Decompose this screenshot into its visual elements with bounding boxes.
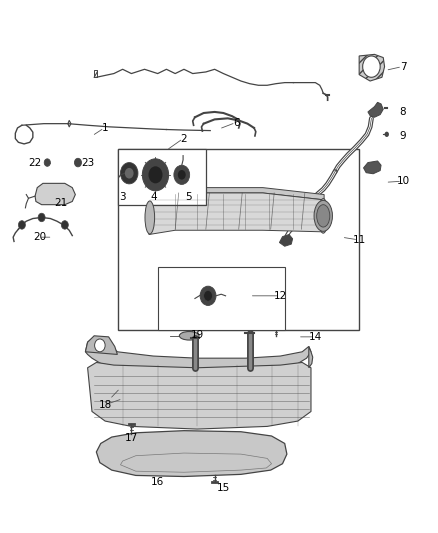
Text: 10: 10 — [396, 176, 410, 186]
Text: 9: 9 — [399, 131, 406, 141]
Polygon shape — [149, 188, 324, 203]
Circle shape — [174, 165, 190, 184]
Polygon shape — [88, 362, 311, 429]
Text: 22: 22 — [28, 158, 42, 167]
Text: 7: 7 — [399, 62, 406, 71]
Circle shape — [74, 158, 81, 167]
Text: 1: 1 — [102, 123, 109, 133]
Text: 17: 17 — [125, 433, 138, 443]
Ellipse shape — [180, 332, 199, 340]
Text: 2: 2 — [180, 134, 187, 143]
Bar — [118, 149, 206, 205]
Circle shape — [95, 339, 105, 352]
Text: 8: 8 — [399, 107, 406, 117]
Polygon shape — [368, 102, 383, 117]
Text: 5: 5 — [185, 192, 192, 202]
Polygon shape — [96, 431, 287, 477]
Circle shape — [18, 221, 25, 229]
Circle shape — [178, 170, 186, 180]
Circle shape — [61, 221, 68, 229]
Text: 3: 3 — [119, 192, 126, 202]
Circle shape — [125, 168, 134, 179]
Polygon shape — [85, 337, 311, 369]
Text: 21: 21 — [55, 198, 68, 207]
Text: 12: 12 — [274, 291, 287, 301]
Text: 14: 14 — [309, 332, 322, 342]
Circle shape — [38, 213, 45, 222]
Polygon shape — [364, 161, 381, 174]
Circle shape — [385, 132, 389, 137]
Bar — [118, 149, 359, 330]
Circle shape — [142, 159, 169, 191]
Polygon shape — [35, 183, 75, 205]
Text: 11: 11 — [353, 235, 366, 245]
Text: 4: 4 — [150, 192, 157, 202]
Text: 16: 16 — [151, 478, 164, 487]
Circle shape — [44, 159, 50, 166]
Text: 19: 19 — [191, 330, 204, 340]
Polygon shape — [359, 54, 385, 81]
Ellipse shape — [145, 201, 155, 234]
Text: 15: 15 — [217, 483, 230, 492]
Polygon shape — [85, 336, 117, 354]
Circle shape — [148, 166, 162, 183]
Polygon shape — [309, 346, 313, 368]
Polygon shape — [279, 235, 293, 246]
Text: 18: 18 — [99, 400, 112, 410]
Polygon shape — [149, 193, 324, 235]
Circle shape — [200, 286, 216, 305]
Circle shape — [120, 163, 138, 184]
Ellipse shape — [318, 199, 328, 233]
Text: 6: 6 — [233, 118, 240, 127]
Text: 23: 23 — [81, 158, 94, 167]
Ellipse shape — [314, 200, 332, 231]
Circle shape — [204, 290, 212, 301]
Bar — [158, 266, 285, 330]
Circle shape — [363, 56, 380, 77]
Text: 20: 20 — [33, 232, 46, 242]
Ellipse shape — [317, 205, 330, 227]
